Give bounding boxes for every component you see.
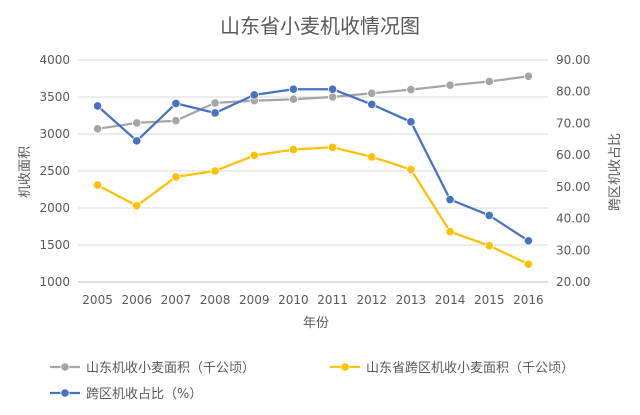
y-right-tick-label: 20.00: [556, 275, 590, 289]
y-left-tick-label: 2500: [39, 164, 70, 178]
y-right-tick-label: 50.00: [556, 180, 590, 194]
data-point: [92, 180, 103, 190]
data-point: [92, 101, 103, 111]
data-point: [484, 241, 494, 251]
y-left-tick-label: 2000: [39, 201, 70, 215]
data-point: [171, 172, 181, 182]
legend-label: 山东机收小麦面积（千公顷）: [86, 361, 255, 376]
data-point: [288, 94, 299, 104]
y-left-tick-label: 3500: [39, 90, 70, 104]
x-tick-label: 2005: [82, 293, 113, 307]
data-point: [92, 124, 103, 134]
data-point: [132, 136, 142, 146]
data-point: [327, 142, 338, 152]
y-left-tick-label: 4000: [39, 53, 70, 67]
x-axis-label: 年份: [303, 316, 329, 331]
y-right-tick-label: 60.00: [556, 148, 590, 162]
data-point: [406, 117, 416, 127]
data-point: [367, 152, 377, 162]
x-tick-label: 2014: [435, 293, 466, 307]
data-point: [484, 210, 494, 220]
x-tick-label: 2015: [474, 293, 505, 307]
data-point: [327, 92, 338, 102]
data-point: [406, 164, 416, 175]
y-left-tick-label: 3000: [39, 127, 70, 141]
data-point: [523, 236, 534, 246]
data-point: [210, 108, 220, 118]
x-tick-label: 2006: [121, 293, 152, 307]
data-point: [132, 118, 142, 128]
series-line: [96, 88, 530, 242]
data-point: [484, 76, 494, 87]
y-right-tick-label: 70.00: [556, 116, 590, 130]
data-point: [523, 259, 534, 269]
legend-item: 山东机收小麦面积（千公顷）: [50, 361, 255, 376]
legend-marker: [60, 362, 70, 372]
data-point: [523, 71, 534, 81]
legend-marker: [340, 362, 350, 372]
data-point: [210, 166, 220, 176]
data-point: [249, 150, 259, 161]
series-0: [92, 71, 534, 134]
y-right-tick-label: 80.00: [556, 85, 590, 99]
legend-label: 山东省跨区机收小麦面积（千公顷）: [366, 361, 574, 376]
series-1: [92, 142, 534, 269]
y-axis-right-label: 跨区机收占比: [608, 133, 623, 211]
data-point: [445, 80, 455, 90]
series-line: [97, 146, 529, 266]
y-right-tick-label: 40.00: [556, 212, 590, 226]
x-tick-label: 2010: [278, 293, 309, 307]
x-tick-label: 2013: [396, 293, 427, 307]
legend-item: 山东省跨区机收小麦面积（千公顷）: [330, 361, 574, 376]
x-tick-label: 2012: [356, 293, 387, 307]
chart-title: 山东省小麦机收情况图: [220, 14, 420, 38]
y-axis-left-label: 机收面积: [18, 146, 33, 198]
legend-marker: [60, 388, 70, 398]
series-line: [97, 75, 529, 130]
data-point: [210, 98, 220, 108]
data-point: [327, 84, 338, 94]
y-left-tick-label: 1000: [39, 275, 70, 289]
series-2: [92, 84, 534, 246]
data-point: [445, 194, 455, 205]
y-left-tick-label: 1500: [39, 238, 70, 252]
data-point: [132, 201, 142, 211]
data-point: [406, 85, 416, 95]
x-tick-label: 2007: [161, 293, 192, 307]
data-point: [249, 90, 259, 100]
data-point: [445, 227, 455, 237]
data-point: [288, 84, 299, 94]
x-tick-label: 2009: [239, 293, 270, 307]
data-point: [288, 144, 299, 155]
x-tick-label: 2016: [513, 293, 544, 307]
x-tick-label: 2011: [317, 293, 348, 307]
x-tick-label: 2008: [200, 293, 231, 307]
data-point: [171, 116, 181, 126]
legend-label: 跨区机收占比（%）: [86, 387, 202, 402]
legend-item: 跨区机收占比（%）: [50, 387, 202, 402]
data-point: [367, 99, 377, 110]
data-point: [171, 98, 181, 109]
data-point: [367, 88, 377, 98]
y-right-tick-label: 90.00: [556, 53, 590, 67]
y-right-tick-label: 30.00: [556, 243, 590, 257]
